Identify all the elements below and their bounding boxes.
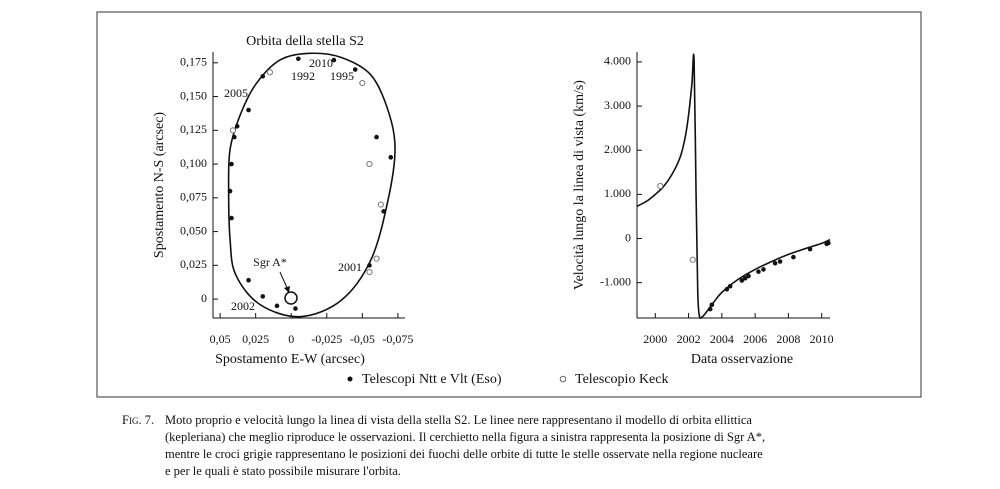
x-tick-label: 0 xyxy=(288,332,294,346)
data-point xyxy=(293,306,298,311)
data-point xyxy=(377,201,384,208)
data-point xyxy=(246,277,251,283)
frame xyxy=(96,11,922,398)
data-point xyxy=(366,268,373,276)
data-point xyxy=(689,256,696,263)
sgr-a-arrow xyxy=(279,271,289,291)
y-tick-label: -1.000 xyxy=(600,274,631,288)
y-tick-label: 0 xyxy=(625,230,631,244)
data-point xyxy=(229,215,234,221)
data-point xyxy=(266,69,273,76)
data-point xyxy=(772,260,778,266)
y-tick-label: 0,175 xyxy=(180,55,207,69)
data-point xyxy=(366,160,373,168)
data-point xyxy=(709,302,715,308)
x-tick-label: 0,025 xyxy=(242,332,269,346)
data-point xyxy=(260,74,266,79)
data-point xyxy=(746,273,751,279)
data-point xyxy=(274,303,280,309)
y-tick-label: 0 xyxy=(201,291,207,305)
y-tick-label: 2.000 xyxy=(604,142,631,156)
sgr-a-marker xyxy=(284,291,298,305)
data-point xyxy=(246,107,251,113)
x-tick-label: 2008 xyxy=(776,332,800,346)
data-point xyxy=(756,269,761,274)
caption-line: (kepleriana) che meglio riproduce le oss… xyxy=(165,430,765,444)
annotation: 1992 xyxy=(291,69,315,83)
annotation: Sgr A* xyxy=(253,255,287,269)
x-tick-label: -0,05 xyxy=(350,332,375,346)
y-tick-label: 0,150 xyxy=(180,88,207,102)
data-point xyxy=(352,67,358,72)
data-point xyxy=(359,79,366,87)
data-point xyxy=(227,188,233,194)
legend-marker xyxy=(347,376,353,382)
data-point xyxy=(374,134,379,140)
y-tick-label: 0,100 xyxy=(180,156,207,170)
data-point xyxy=(229,161,234,167)
legend-marker xyxy=(559,375,567,383)
caption-line: Moto proprio e velocità lungo la linea d… xyxy=(165,413,752,427)
x-tick-label: 0,05 xyxy=(210,332,231,346)
chart-title: Orbita della stella S2 xyxy=(246,34,364,49)
annotation: 2002 xyxy=(231,299,255,313)
data-point xyxy=(381,209,386,214)
y-axis-title: Spostamento N-S (arcsec) xyxy=(152,112,167,259)
data-point xyxy=(742,275,748,281)
legend-label: Telescopio Keck xyxy=(575,372,668,387)
x-tick-label: 2004 xyxy=(710,332,734,346)
y-tick-label: 0,025 xyxy=(180,257,207,271)
y-tick-label: 0,125 xyxy=(180,122,207,136)
y-tick-label: 1.000 xyxy=(604,186,631,200)
x-axis-title: Data osservazione xyxy=(691,352,793,367)
data-point xyxy=(373,255,380,262)
data-point xyxy=(761,267,766,272)
x-axis-title: Spostamento E-W (arcsec) xyxy=(215,352,365,367)
y-tick-label: 0,075 xyxy=(180,190,207,204)
annotation: 2010 xyxy=(309,56,333,70)
data-point xyxy=(807,246,813,252)
y-tick-label: 3.000 xyxy=(604,98,631,112)
data-point xyxy=(727,283,733,289)
data-point xyxy=(739,278,745,283)
data-point xyxy=(232,134,237,140)
y-tick-label: 0,050 xyxy=(180,223,207,237)
y-axis-title: Velocità lungo la linea di vista (km/s) xyxy=(572,80,587,290)
annotation: 2005 xyxy=(224,86,248,100)
x-tick-label: -0,075 xyxy=(382,332,413,346)
data-point xyxy=(826,240,831,246)
annotation: 2001 xyxy=(338,260,362,274)
data-point xyxy=(791,254,796,260)
sgr-a-arrowhead xyxy=(284,286,290,293)
annotation: 1995 xyxy=(330,69,354,83)
model-curve xyxy=(227,52,396,318)
model-curve xyxy=(636,53,831,319)
data-point xyxy=(234,123,240,129)
data-point xyxy=(724,287,730,292)
x-tick-label: 2006 xyxy=(743,332,767,346)
data-point xyxy=(777,259,783,264)
legend-label: Telescopi Ntt e Vlt (Eso) xyxy=(362,372,502,387)
x-tick-label: 2002 xyxy=(677,332,701,346)
data-point xyxy=(657,182,664,190)
x-tick-label: 2000 xyxy=(643,332,667,346)
data-point xyxy=(331,57,337,63)
caption-label: Fig. 7. xyxy=(122,413,154,427)
data-point xyxy=(707,306,713,312)
x-tick-label: 2010 xyxy=(810,332,834,346)
data-point xyxy=(367,263,372,268)
data-point xyxy=(296,56,301,62)
caption-line: e per le quali è stato possibile misurar… xyxy=(165,464,401,478)
data-point xyxy=(229,127,237,134)
data-point xyxy=(260,294,266,299)
caption-line: mentre le croci grigie rappresentano le … xyxy=(165,447,763,461)
data-point xyxy=(388,155,394,160)
y-tick-label: 4.000 xyxy=(604,54,631,68)
x-tick-label: -0,025 xyxy=(311,332,342,346)
